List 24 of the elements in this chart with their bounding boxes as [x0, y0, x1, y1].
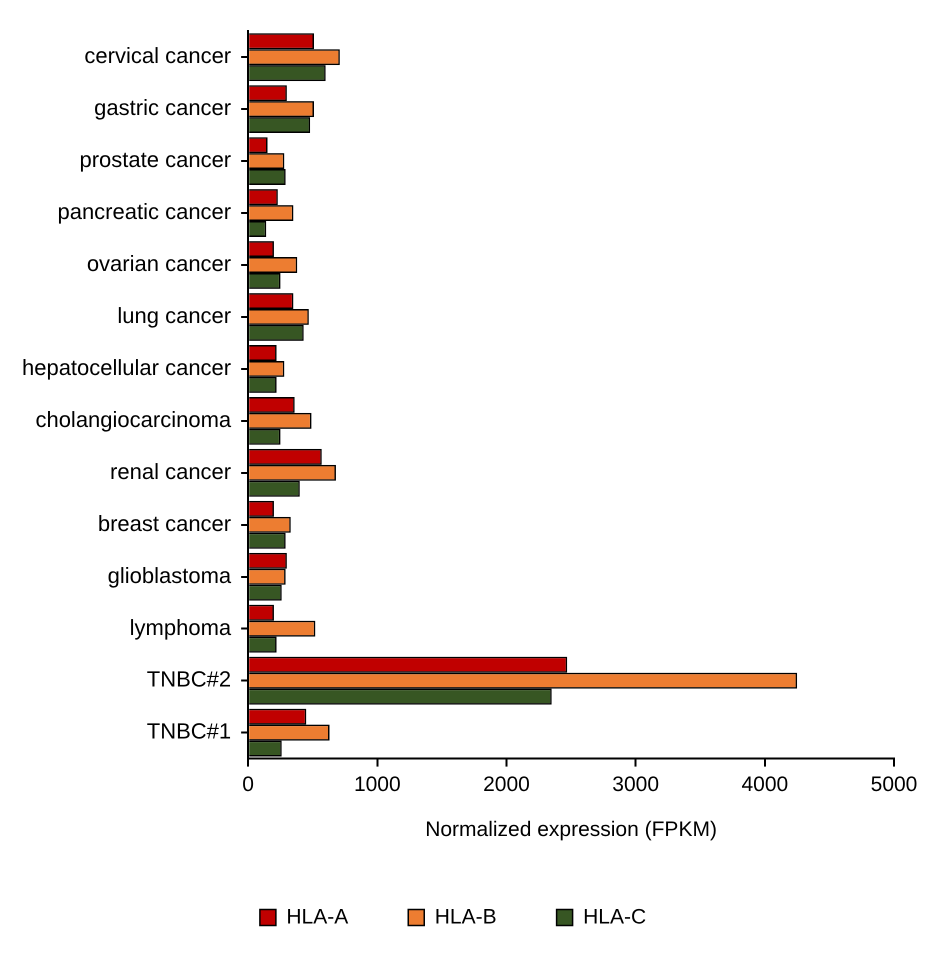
y-tick-label: TNBC#2: [146, 666, 232, 692]
y-tick-label: cervical cancer: [84, 43, 232, 68]
legend-label: HLA-C: [583, 905, 646, 928]
legend-label: HLA-B: [434, 905, 497, 928]
y-tick-label: glioblastoma: [108, 562, 232, 588]
x-axis-title: Normalized expression (FPKM): [425, 818, 717, 842]
y-tick-label: TNBC#1: [146, 718, 232, 744]
x-tick-label: 3000: [612, 772, 660, 796]
y-tick-label: breast cancer: [98, 510, 232, 536]
x-tick-label: 5000: [870, 772, 918, 796]
y-tick-label: cholangiocarcinoma: [35, 406, 232, 432]
y-tick-label: hepatocellular cancer: [22, 354, 232, 380]
legend-label: HLA-A: [286, 905, 348, 928]
x-tick-label: 0: [242, 772, 254, 796]
x-tick-label: 1000: [354, 772, 401, 796]
x-tick-label: 4000: [741, 772, 788, 796]
y-tick-label: ovarian cancer: [86, 251, 232, 276]
y-tick-label: renal cancer: [110, 458, 232, 484]
y-tick-label: gastric cancer: [94, 95, 232, 120]
x-tick-label: 2000: [483, 772, 530, 796]
y-tick-label: pancreatic cancer: [57, 199, 232, 224]
y-tick-label: lymphoma: [130, 614, 232, 640]
y-tick-label: lung cancer: [117, 303, 232, 328]
y-tick-label: prostate cancer: [79, 147, 232, 172]
